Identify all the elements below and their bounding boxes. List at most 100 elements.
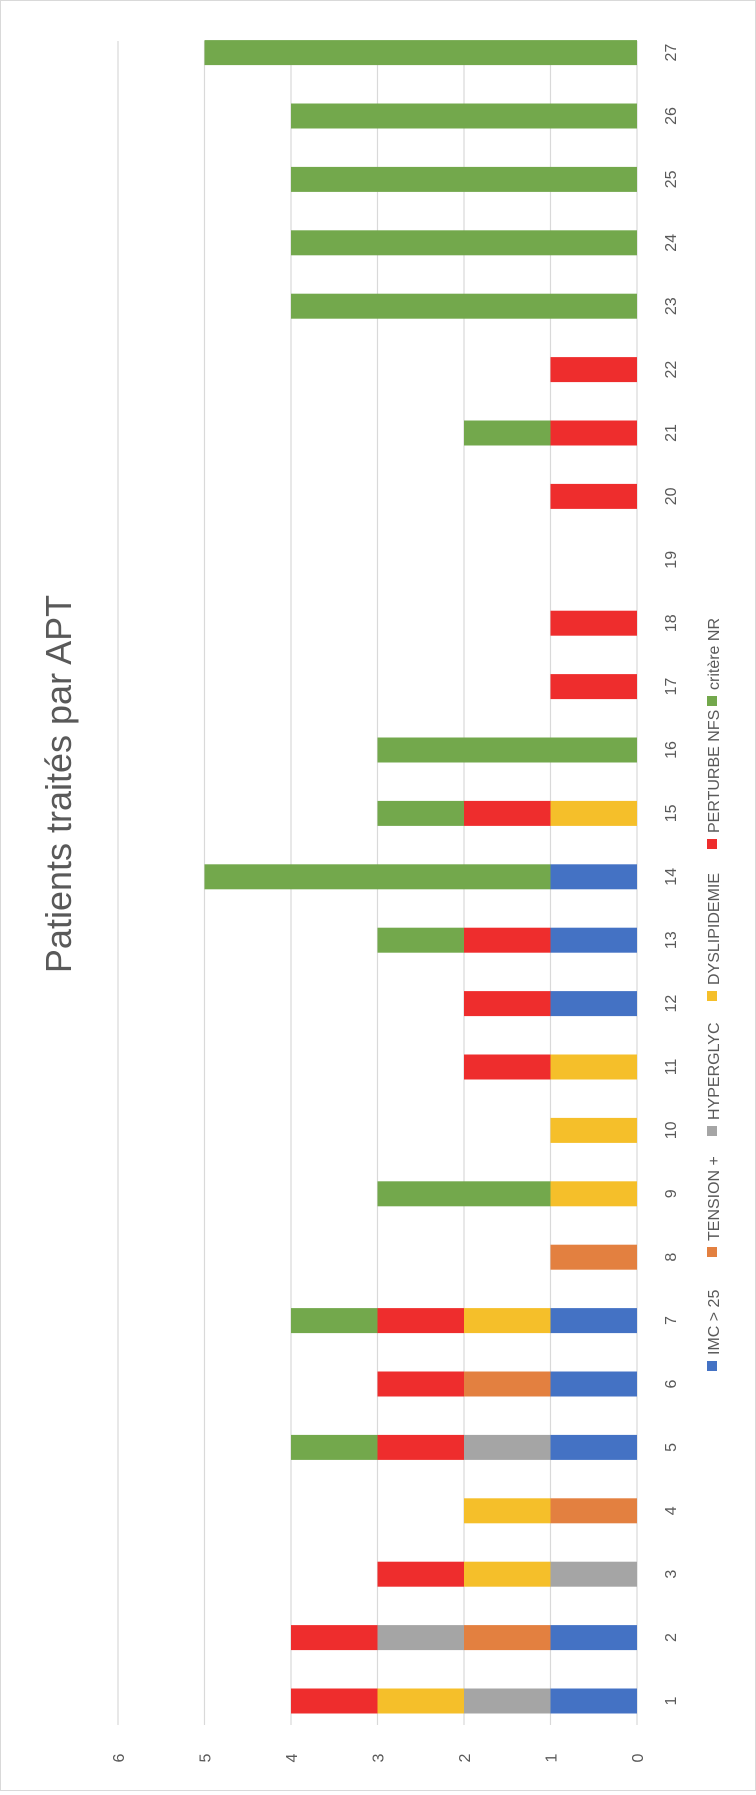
category-tick-label: 5 [663, 1443, 680, 1452]
value-tick-label: 4 [284, 1753, 301, 1762]
bar-segment [377, 1625, 464, 1651]
bar-segment [291, 1308, 378, 1334]
bar-segment [550, 800, 637, 826]
category-tick-label: 6 [663, 1379, 680, 1388]
bar-segment [550, 1561, 637, 1587]
bar-segment [550, 1181, 637, 1207]
bar-segment [550, 991, 637, 1017]
category-tick-label: 10 [663, 1121, 680, 1139]
value-tick-layer: 0 1 2 3 4 5 6 [111, 1753, 647, 1762]
bar-segment [291, 103, 637, 129]
bar-segment [550, 1371, 637, 1397]
category-tick-label: 13 [663, 931, 680, 949]
bar-segment [550, 483, 637, 509]
bar-segment [550, 1244, 637, 1270]
bar-segment [464, 1434, 551, 1460]
legend-label: critère NR [706, 618, 723, 690]
bar-segment [204, 864, 551, 890]
category-tick-label: 19 [663, 551, 680, 569]
category-tick-label: 23 [663, 297, 680, 315]
category-tick-label: 18 [663, 614, 680, 632]
bar-segment [377, 800, 464, 826]
value-tick-label: 5 [198, 1753, 215, 1762]
bar-segment [377, 1308, 464, 1334]
bar-segment [464, 1371, 551, 1397]
category-tick-label: 27 [663, 44, 680, 62]
bar-segment [291, 1625, 378, 1651]
bar-segment [550, 1117, 637, 1143]
category-tick-label: 1 [663, 1696, 680, 1705]
bar-segment [291, 230, 637, 256]
bar-segment [550, 610, 637, 636]
bar-segment [464, 991, 551, 1017]
legend-swatch [707, 1126, 717, 1136]
category-tick-label: 8 [663, 1253, 680, 1262]
bar-segment [291, 1688, 378, 1714]
bar-segment [291, 1434, 378, 1460]
value-tick-label: 6 [111, 1753, 128, 1762]
bar-segment [464, 800, 551, 826]
category-tick-layer: 1234567891011121314151617181920212223242… [663, 44, 680, 1706]
bar-segment [550, 1434, 637, 1460]
bar-segment [464, 420, 551, 446]
category-tick-label: 3 [663, 1570, 680, 1579]
category-tick-label: 15 [663, 804, 680, 822]
category-tick-label: 7 [663, 1316, 680, 1325]
bar-segment [377, 1434, 464, 1460]
category-tick-label: 24 [663, 234, 680, 252]
legend-label: DYSLIPIDEMIE [706, 873, 723, 985]
bar-segment [550, 420, 637, 446]
bar-segment [550, 927, 637, 953]
bar-segment [550, 1054, 637, 1080]
bar-segment [550, 1308, 637, 1334]
bar-segment [464, 1054, 551, 1080]
category-tick-label: 4 [663, 1506, 680, 1515]
bar-segment [377, 927, 464, 953]
legend-label: HYPERGLYC [706, 1022, 723, 1120]
bar-segment [291, 293, 637, 319]
category-tick-label: 16 [663, 741, 680, 759]
bar-segment [291, 166, 637, 192]
bar-segment [377, 1561, 464, 1587]
legend-swatch [707, 839, 717, 849]
value-tick-label: 1 [544, 1753, 561, 1762]
category-tick-label: 11 [663, 1059, 680, 1076]
bar-segment [550, 674, 637, 700]
bar-segment [464, 1625, 551, 1651]
category-tick-label: 14 [663, 868, 680, 886]
bar-segment [204, 40, 637, 66]
value-tick-label: 3 [371, 1753, 388, 1762]
category-tick-label: 25 [663, 170, 680, 188]
bar-segment [464, 1688, 551, 1714]
category-tick-label: 9 [663, 1189, 680, 1198]
bar-layer [204, 40, 637, 1714]
bar-segment [464, 1498, 551, 1524]
legend-swatch [707, 696, 717, 706]
bar-segment [377, 737, 637, 763]
category-tick-label: 22 [663, 361, 680, 379]
category-tick-label: 12 [663, 995, 680, 1013]
bar-segment [464, 1308, 551, 1334]
bar-segment [550, 1498, 637, 1524]
bar-segment [377, 1371, 464, 1397]
legend-label: PERTURBE NFS [706, 710, 723, 833]
value-tick-label: 2 [457, 1753, 474, 1762]
category-tick-label: 2 [663, 1633, 680, 1642]
legend: IMC > 25 TENSION + HYPERGLYC DYSLIPIDEMIE PE… [706, 618, 723, 1371]
bar-segment [377, 1181, 551, 1207]
bar-segment [550, 1688, 637, 1714]
category-tick-label: 17 [663, 678, 680, 696]
category-tick-label: 21 [663, 424, 680, 442]
bar-segment [464, 927, 551, 953]
chart-title: Patients traités par APT [38, 595, 79, 973]
legend-swatch [707, 1361, 717, 1371]
legend-label: TENSION + [706, 1156, 723, 1241]
bar-segment [550, 357, 637, 383]
category-tick-label: 20 [663, 487, 680, 505]
category-tick-label: 26 [663, 107, 680, 125]
legend-label: IMC > 25 [706, 1290, 723, 1355]
bar-segment [377, 1688, 464, 1714]
bar-segment [550, 864, 637, 890]
